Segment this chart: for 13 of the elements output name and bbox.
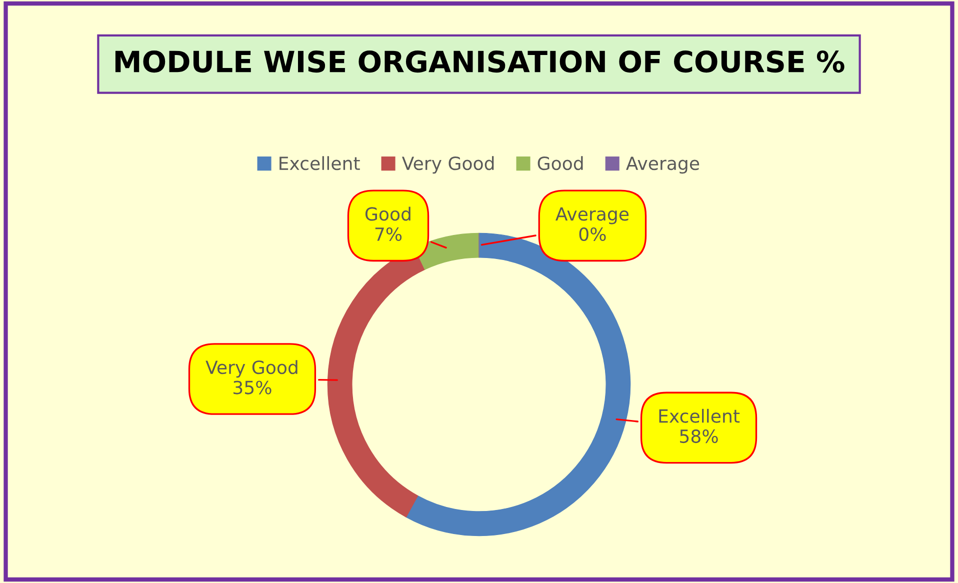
data-label: 58% [680,429,718,444]
legend-label: Very Good [402,156,494,174]
data-label: 35% [234,380,272,394]
legend-label: Average [626,156,700,174]
text: 0% [579,227,606,241]
data-label: 7% [375,227,402,241]
chart-title: MODULE WISE ORGANISATION OF COURSE % [115,50,844,73]
slice-label: Very Good [206,360,298,378]
slice-label: Excellent [659,408,740,423]
slice-label: Good [365,206,410,221]
legend-label: Excellent [280,156,360,170]
legend-label: Good [538,156,583,170]
category-label: Average [556,207,629,224]
